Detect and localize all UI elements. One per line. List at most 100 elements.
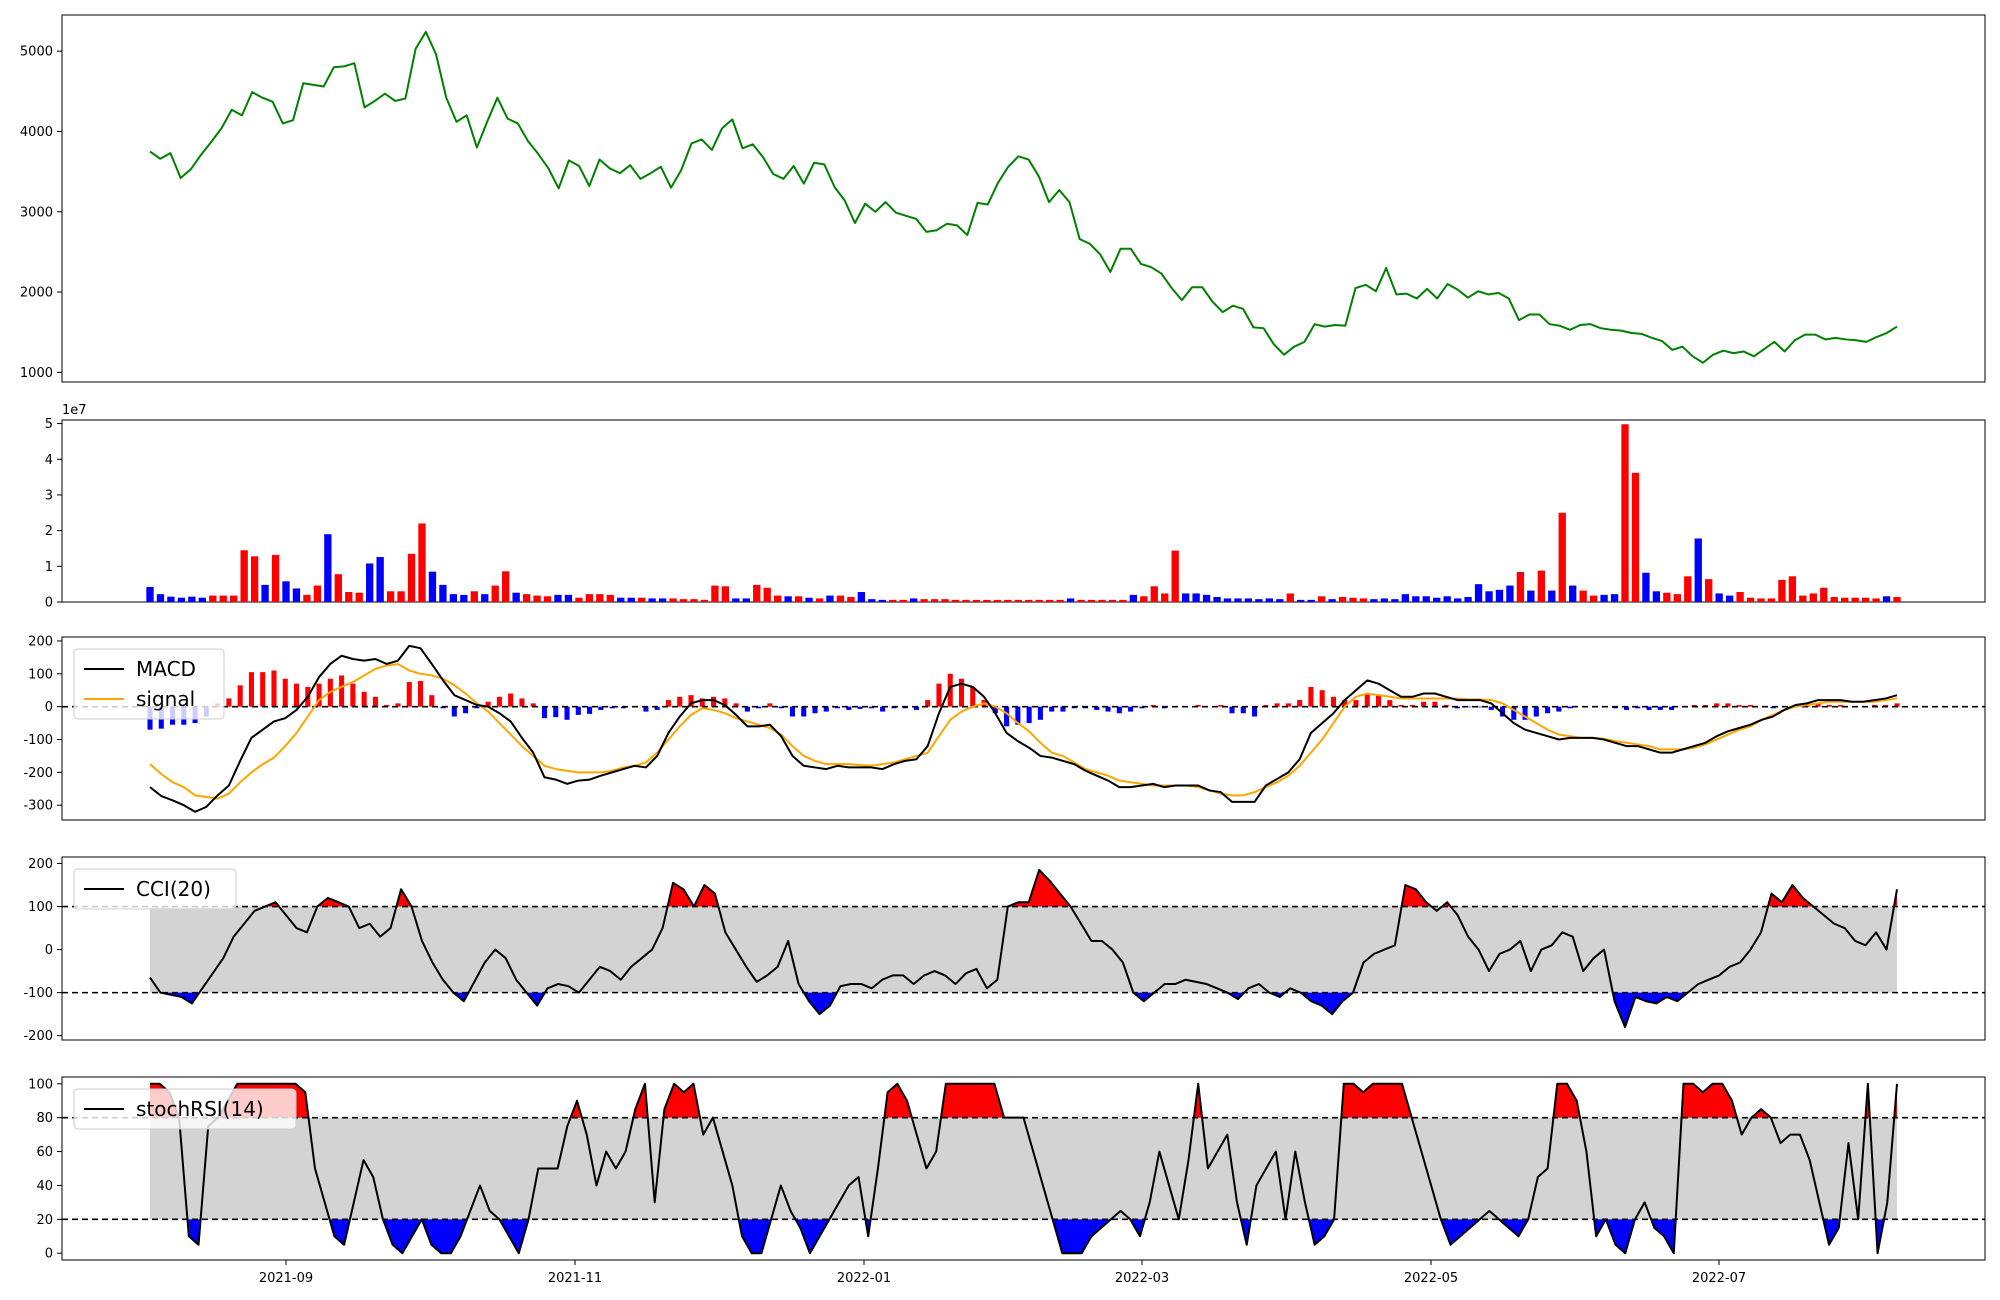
macd-histogram-bar: [587, 706, 593, 714]
volume-bar: [1307, 599, 1315, 602]
macd-histogram-bar: [1488, 706, 1494, 710]
volume-bar: [1349, 597, 1357, 602]
volume-bar: [805, 597, 813, 602]
macd-histogram-bar: [1533, 706, 1539, 717]
volume-bar: [1192, 593, 1200, 602]
volume-bar: [1725, 595, 1734, 602]
macd-ytick-label: 200: [28, 634, 53, 649]
volume-bar: [1715, 593, 1723, 602]
macd-legend-label: signal: [136, 687, 195, 711]
volume-bar: [460, 594, 468, 602]
volume-bar: [376, 557, 384, 602]
macd-histogram-bar: [395, 703, 401, 707]
macd-histogram-bar: [1128, 706, 1134, 712]
stochrsi-ytick-label: 80: [36, 1111, 53, 1126]
macd-histogram-bar: [260, 672, 266, 707]
volume-bar: [1380, 598, 1389, 602]
volume-bar: [1464, 597, 1472, 602]
volume-bar: [1338, 597, 1347, 602]
volume-bar: [230, 595, 238, 602]
volume-bar: [575, 597, 583, 602]
macd-histogram-bar: [429, 695, 435, 707]
volume-bar: [156, 594, 165, 602]
macd-histogram-bar: [643, 706, 649, 712]
volume-bar: [815, 598, 824, 602]
macd-histogram-bar: [1161, 706, 1167, 709]
volume-bar: [1861, 597, 1870, 602]
macd-histogram-bar: [1274, 703, 1280, 707]
macd-histogram-bar: [1522, 706, 1528, 720]
volume-bar: [1621, 424, 1629, 602]
macd-histogram-bar: [1466, 706, 1472, 708]
macd-histogram-bar: [1669, 706, 1675, 710]
volume-bar: [1663, 592, 1671, 602]
volume-bar: [219, 595, 227, 602]
volume-bar: [711, 585, 719, 602]
volume-bar: [1161, 593, 1169, 602]
macd-histogram-bar: [282, 678, 288, 707]
macd-histogram-bar: [361, 691, 367, 707]
volume-ytick-label: 2: [45, 524, 53, 539]
macd-histogram-bar: [271, 670, 277, 707]
macd-histogram-bar: [936, 683, 942, 707]
volume-bar: [868, 599, 876, 602]
cci-ytick-label: 200: [28, 857, 53, 872]
cci-ytick-label: 0: [45, 943, 53, 958]
volume-bar: [1631, 472, 1640, 602]
volume-bar: [449, 594, 458, 602]
macd-histogram-bar: [891, 706, 897, 709]
volume-bar: [972, 599, 981, 602]
macd-histogram-bar: [1646, 706, 1652, 710]
volume-bar: [1317, 596, 1326, 602]
macd-ytick-label: -200: [23, 766, 53, 781]
macd-histogram-bar: [496, 696, 502, 707]
volume-bar: [1527, 590, 1535, 602]
volume-bar: [1035, 599, 1043, 602]
cci-line: [149, 868, 1898, 1029]
macd-histogram-bar: [902, 706, 908, 709]
volume-bar: [313, 585, 322, 602]
macd-histogram-bar: [1499, 706, 1506, 717]
volume-bar: [1453, 598, 1462, 602]
volume-bar: [889, 599, 897, 602]
volume-bar: [271, 554, 280, 602]
volume-bar: [1778, 579, 1786, 602]
price-ytick-label: 3000: [20, 205, 53, 220]
macd-histogram-bar: [1747, 705, 1754, 707]
macd-histogram-bar: [1714, 703, 1720, 707]
cci-frame: [61, 856, 1986, 1041]
macd-histogram-bar: [440, 706, 446, 709]
macd-legend-box: [73, 648, 225, 720]
volume-bar: [617, 597, 625, 602]
macd-frame: [61, 636, 1986, 821]
macd-histogram-bar: [733, 703, 739, 707]
volume-bar: [1589, 595, 1598, 602]
date-tick-label: 2021-09: [259, 1271, 313, 1286]
macd-histogram-bar: [1623, 706, 1630, 710]
macd-histogram-bar: [1364, 693, 1370, 707]
volume-ytick-label: 4: [45, 453, 53, 468]
macd-histogram-bar: [789, 706, 795, 717]
macd-histogram-bar: [1319, 690, 1325, 707]
macd-histogram-bar: [947, 673, 953, 707]
stochrsi-line: [150, 1082, 1898, 1255]
macd-histogram-bar: [665, 700, 671, 707]
volume-bar: [1140, 596, 1148, 602]
volume-bar: [1401, 594, 1409, 602]
volume-bar: [1181, 593, 1190, 602]
volume-bar: [700, 599, 709, 602]
macd-histogram-bar: [1556, 706, 1562, 712]
macd-histogram-bar: [846, 706, 852, 710]
macd-histogram-bar: [598, 706, 604, 710]
macd-histogram-bar: [1567, 706, 1573, 709]
macd-histogram-bar: [1770, 706, 1776, 709]
volume-bar: [1255, 599, 1263, 602]
price-line: [149, 30, 1898, 364]
volume-bar: [1809, 593, 1817, 602]
cci-legend-label: CCI(20): [136, 877, 211, 901]
volume-bar: [1767, 598, 1776, 602]
volume-bar: [1673, 594, 1681, 602]
volume-bar: [366, 563, 374, 602]
volume-bar: [941, 599, 949, 602]
